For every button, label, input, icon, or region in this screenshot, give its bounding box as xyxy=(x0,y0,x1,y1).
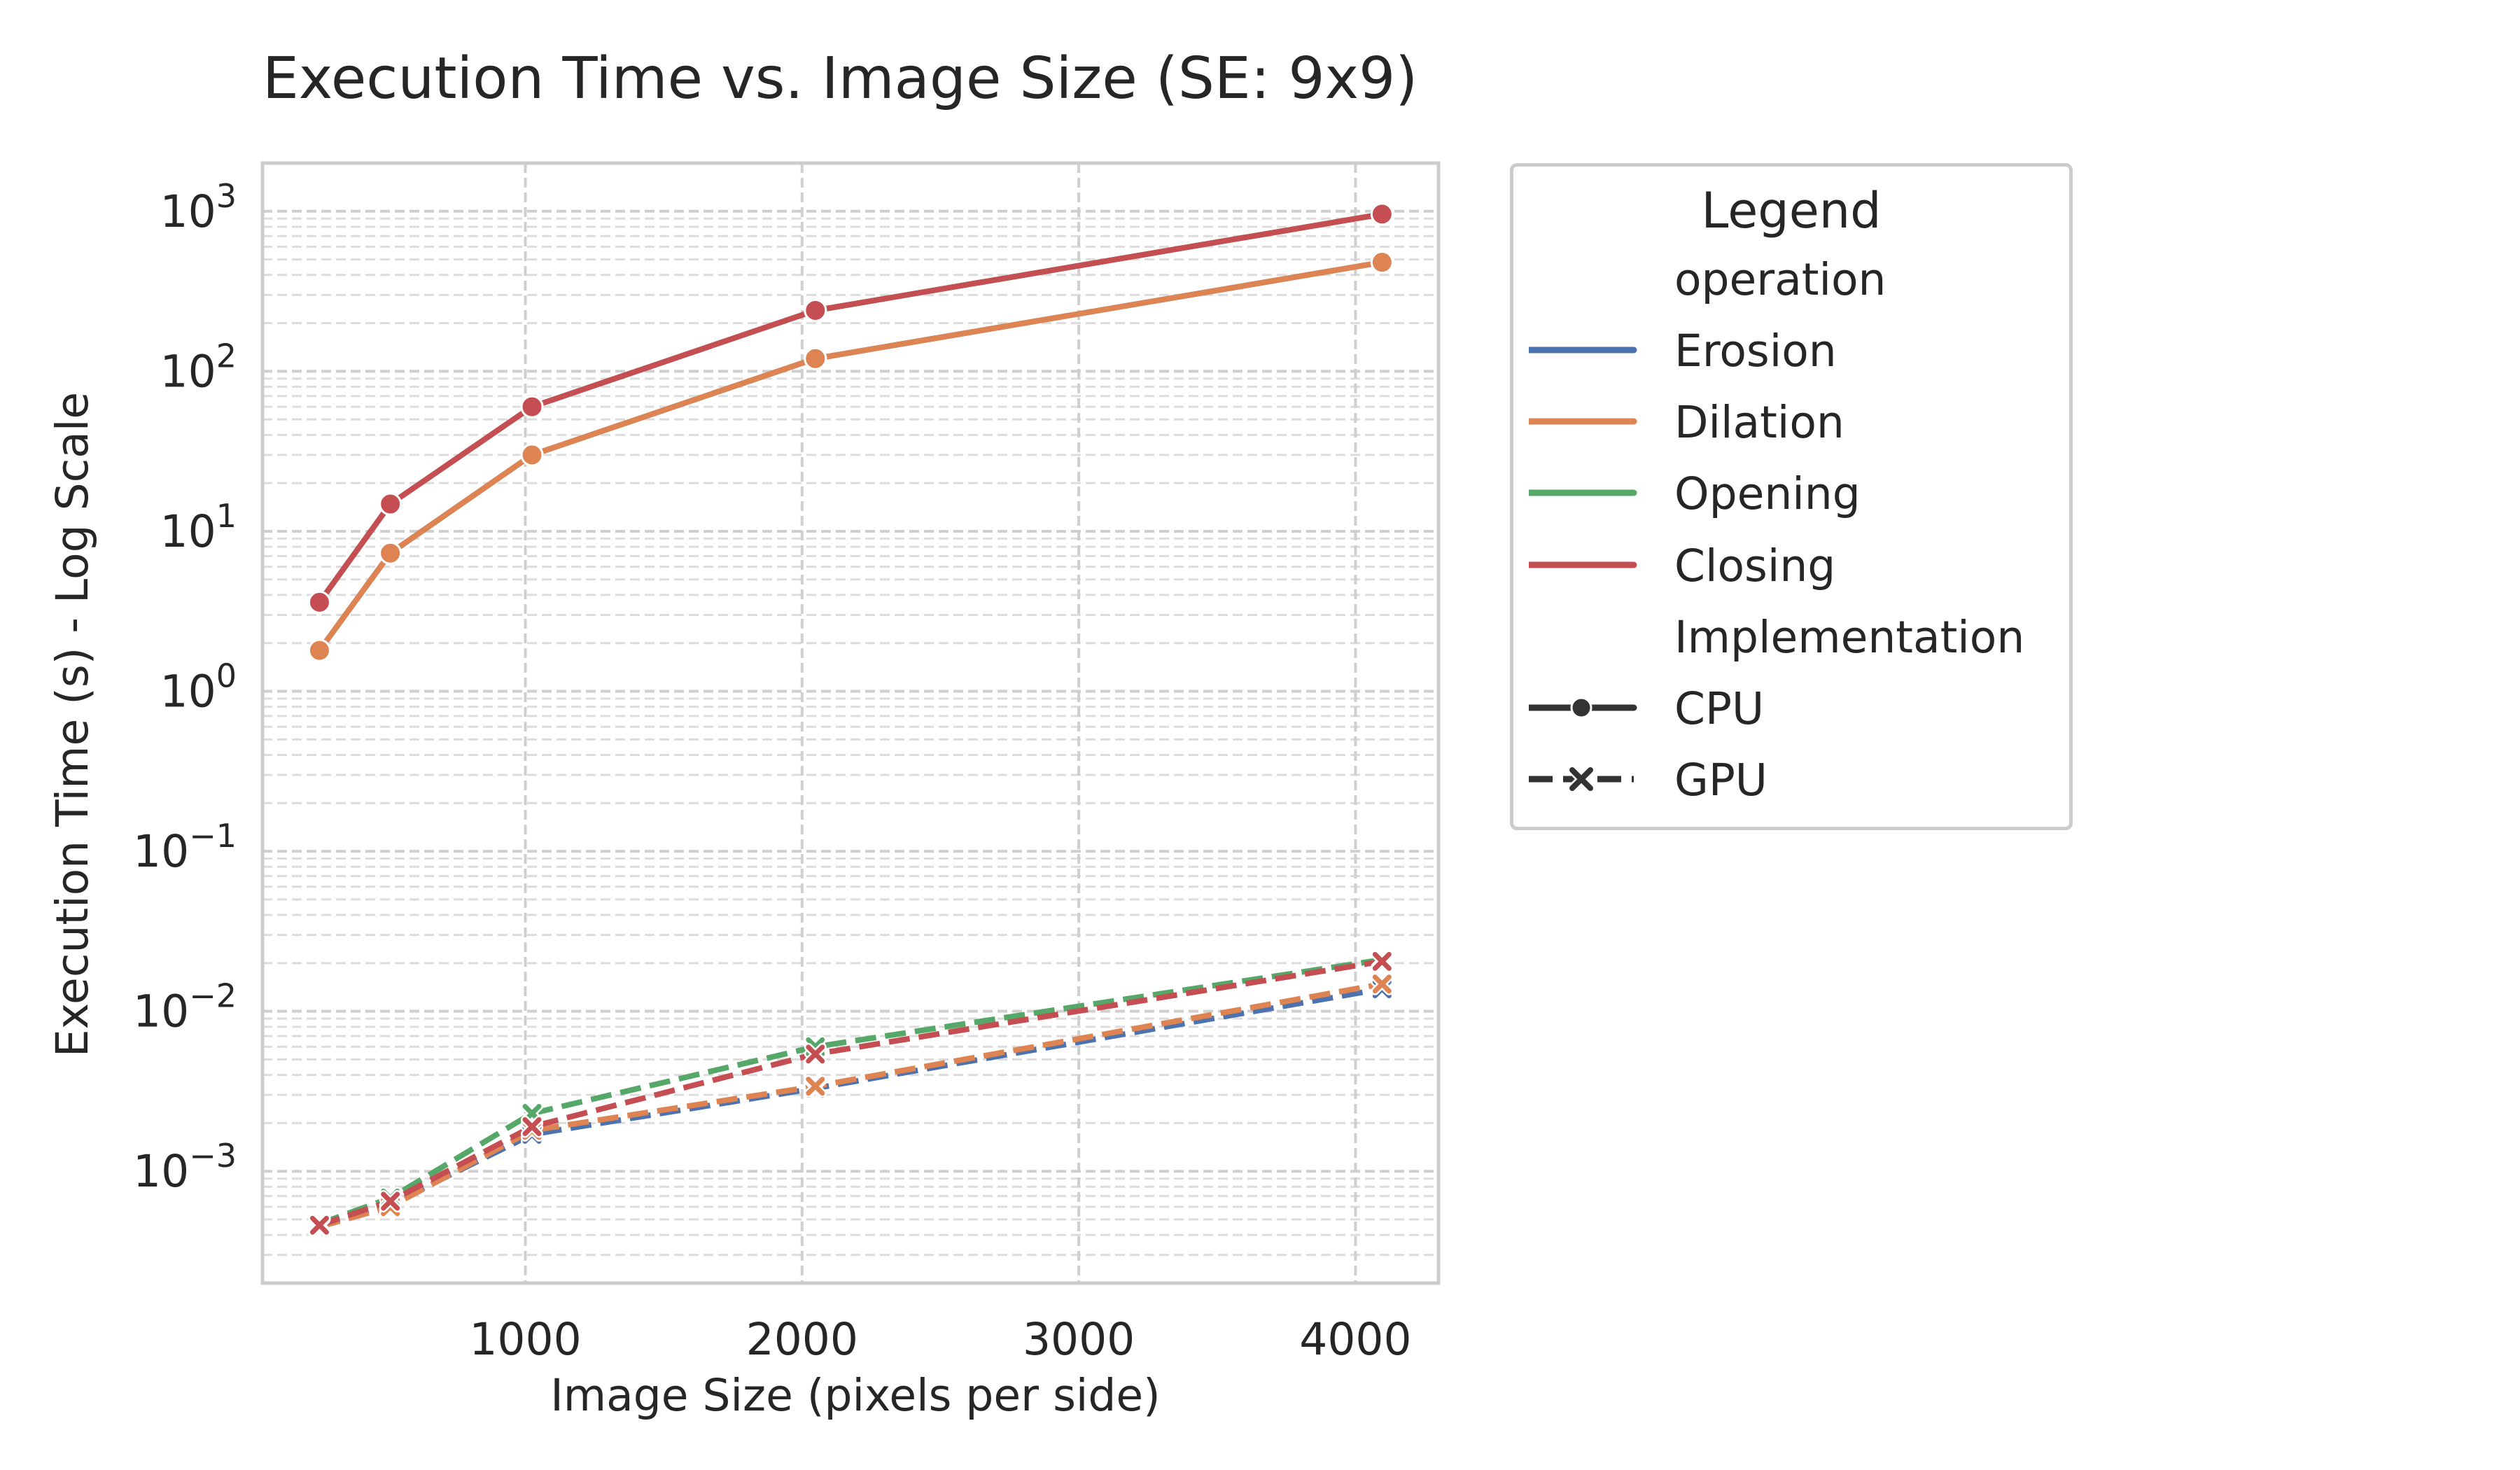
legend-item-closing: Closing xyxy=(1513,533,2069,596)
data-point xyxy=(804,298,827,322)
data-point-mark xyxy=(381,1191,400,1211)
legend-title: Legend xyxy=(1701,182,1882,239)
legend-swatch-gpu xyxy=(1529,765,1634,793)
legend-item-gpu: GPU xyxy=(1513,748,2069,811)
y-tick-label: 103 xyxy=(160,177,237,237)
legend-label: GPU xyxy=(1674,755,1768,806)
x-tick-label: 3000 xyxy=(1023,1314,1135,1365)
legend-group-operation: operation xyxy=(1513,247,2069,310)
data-point-mark xyxy=(806,1077,825,1096)
data-point xyxy=(379,541,402,565)
data-point xyxy=(1370,251,1394,274)
y-tick-label: 10−2 xyxy=(133,977,237,1037)
y-axis-label: Execution Time (s) - Log Scale xyxy=(47,392,98,1057)
data-point xyxy=(521,1115,544,1138)
legend-group-implementation: Implementation xyxy=(1513,605,2069,668)
data-point-mark xyxy=(1372,951,1392,971)
x-tick-label: 4000 xyxy=(1299,1314,1411,1365)
legend-swatch-closing xyxy=(1529,561,1637,568)
x-axis-label: Image Size (pixels per side) xyxy=(550,1370,1161,1421)
data-point xyxy=(1371,972,1394,995)
data-point xyxy=(804,1042,827,1065)
legend-label: Implementation xyxy=(1674,612,2025,663)
plot-background xyxy=(262,163,1438,1283)
chart-title: Execution Time vs. Image Size (SE: 9x9) xyxy=(262,46,1418,112)
legend-label: Closing xyxy=(1674,540,1836,592)
series-line xyxy=(318,958,1383,1228)
y-tick-label: 100 xyxy=(160,657,237,718)
legend: Legend operation Erosion Dilation Openin… xyxy=(1510,163,2073,830)
legend-swatch-cpu xyxy=(1529,696,1637,719)
y-tick-label: 101 xyxy=(160,497,237,557)
y-tick-label: 10−3 xyxy=(133,1137,237,1197)
x-tick-label: 1000 xyxy=(469,1314,581,1365)
data-point xyxy=(1370,202,1394,226)
series-line xyxy=(318,981,1383,1230)
data-point xyxy=(307,638,331,662)
data-point xyxy=(520,443,544,467)
data-point-mark xyxy=(309,1215,329,1235)
legend-item-dilation: Dilation xyxy=(1513,390,2069,453)
x-tick-label: 2000 xyxy=(746,1314,858,1365)
legend-label: Erosion xyxy=(1674,326,1837,377)
data-point-mark xyxy=(522,1117,542,1137)
legend-item-opening: Opening xyxy=(1513,461,2069,524)
y-tick-label: 10−1 xyxy=(133,817,237,877)
data-point xyxy=(804,346,827,370)
data-point xyxy=(308,1214,331,1237)
data-point xyxy=(1371,950,1394,973)
legend-swatch-opening xyxy=(1529,489,1637,496)
data-point xyxy=(379,492,402,516)
y-tick-label: 102 xyxy=(160,337,237,397)
plot-frame xyxy=(260,161,1441,1285)
legend-label: Dilation xyxy=(1674,397,1844,448)
data-point xyxy=(520,395,544,419)
legend-item-erosion: Erosion xyxy=(1513,318,2069,382)
data-point xyxy=(307,590,331,614)
data-point xyxy=(379,1190,402,1212)
legend-swatch-erosion xyxy=(1529,346,1637,354)
data-point-mark xyxy=(806,1044,825,1064)
legend-swatch-dilation xyxy=(1529,418,1637,425)
legend-item-cpu: CPU xyxy=(1513,676,2069,739)
data-point xyxy=(804,1074,827,1098)
plot-area: 1000 2000 3000 4000 10−3 10−2 10−1 100 101 102 103 xyxy=(133,161,1441,1365)
data-point-mark xyxy=(1372,974,1392,994)
legend-label: Opening xyxy=(1674,468,1861,519)
legend-label: CPU xyxy=(1674,683,1765,734)
legend-label: operation xyxy=(1674,254,1886,305)
